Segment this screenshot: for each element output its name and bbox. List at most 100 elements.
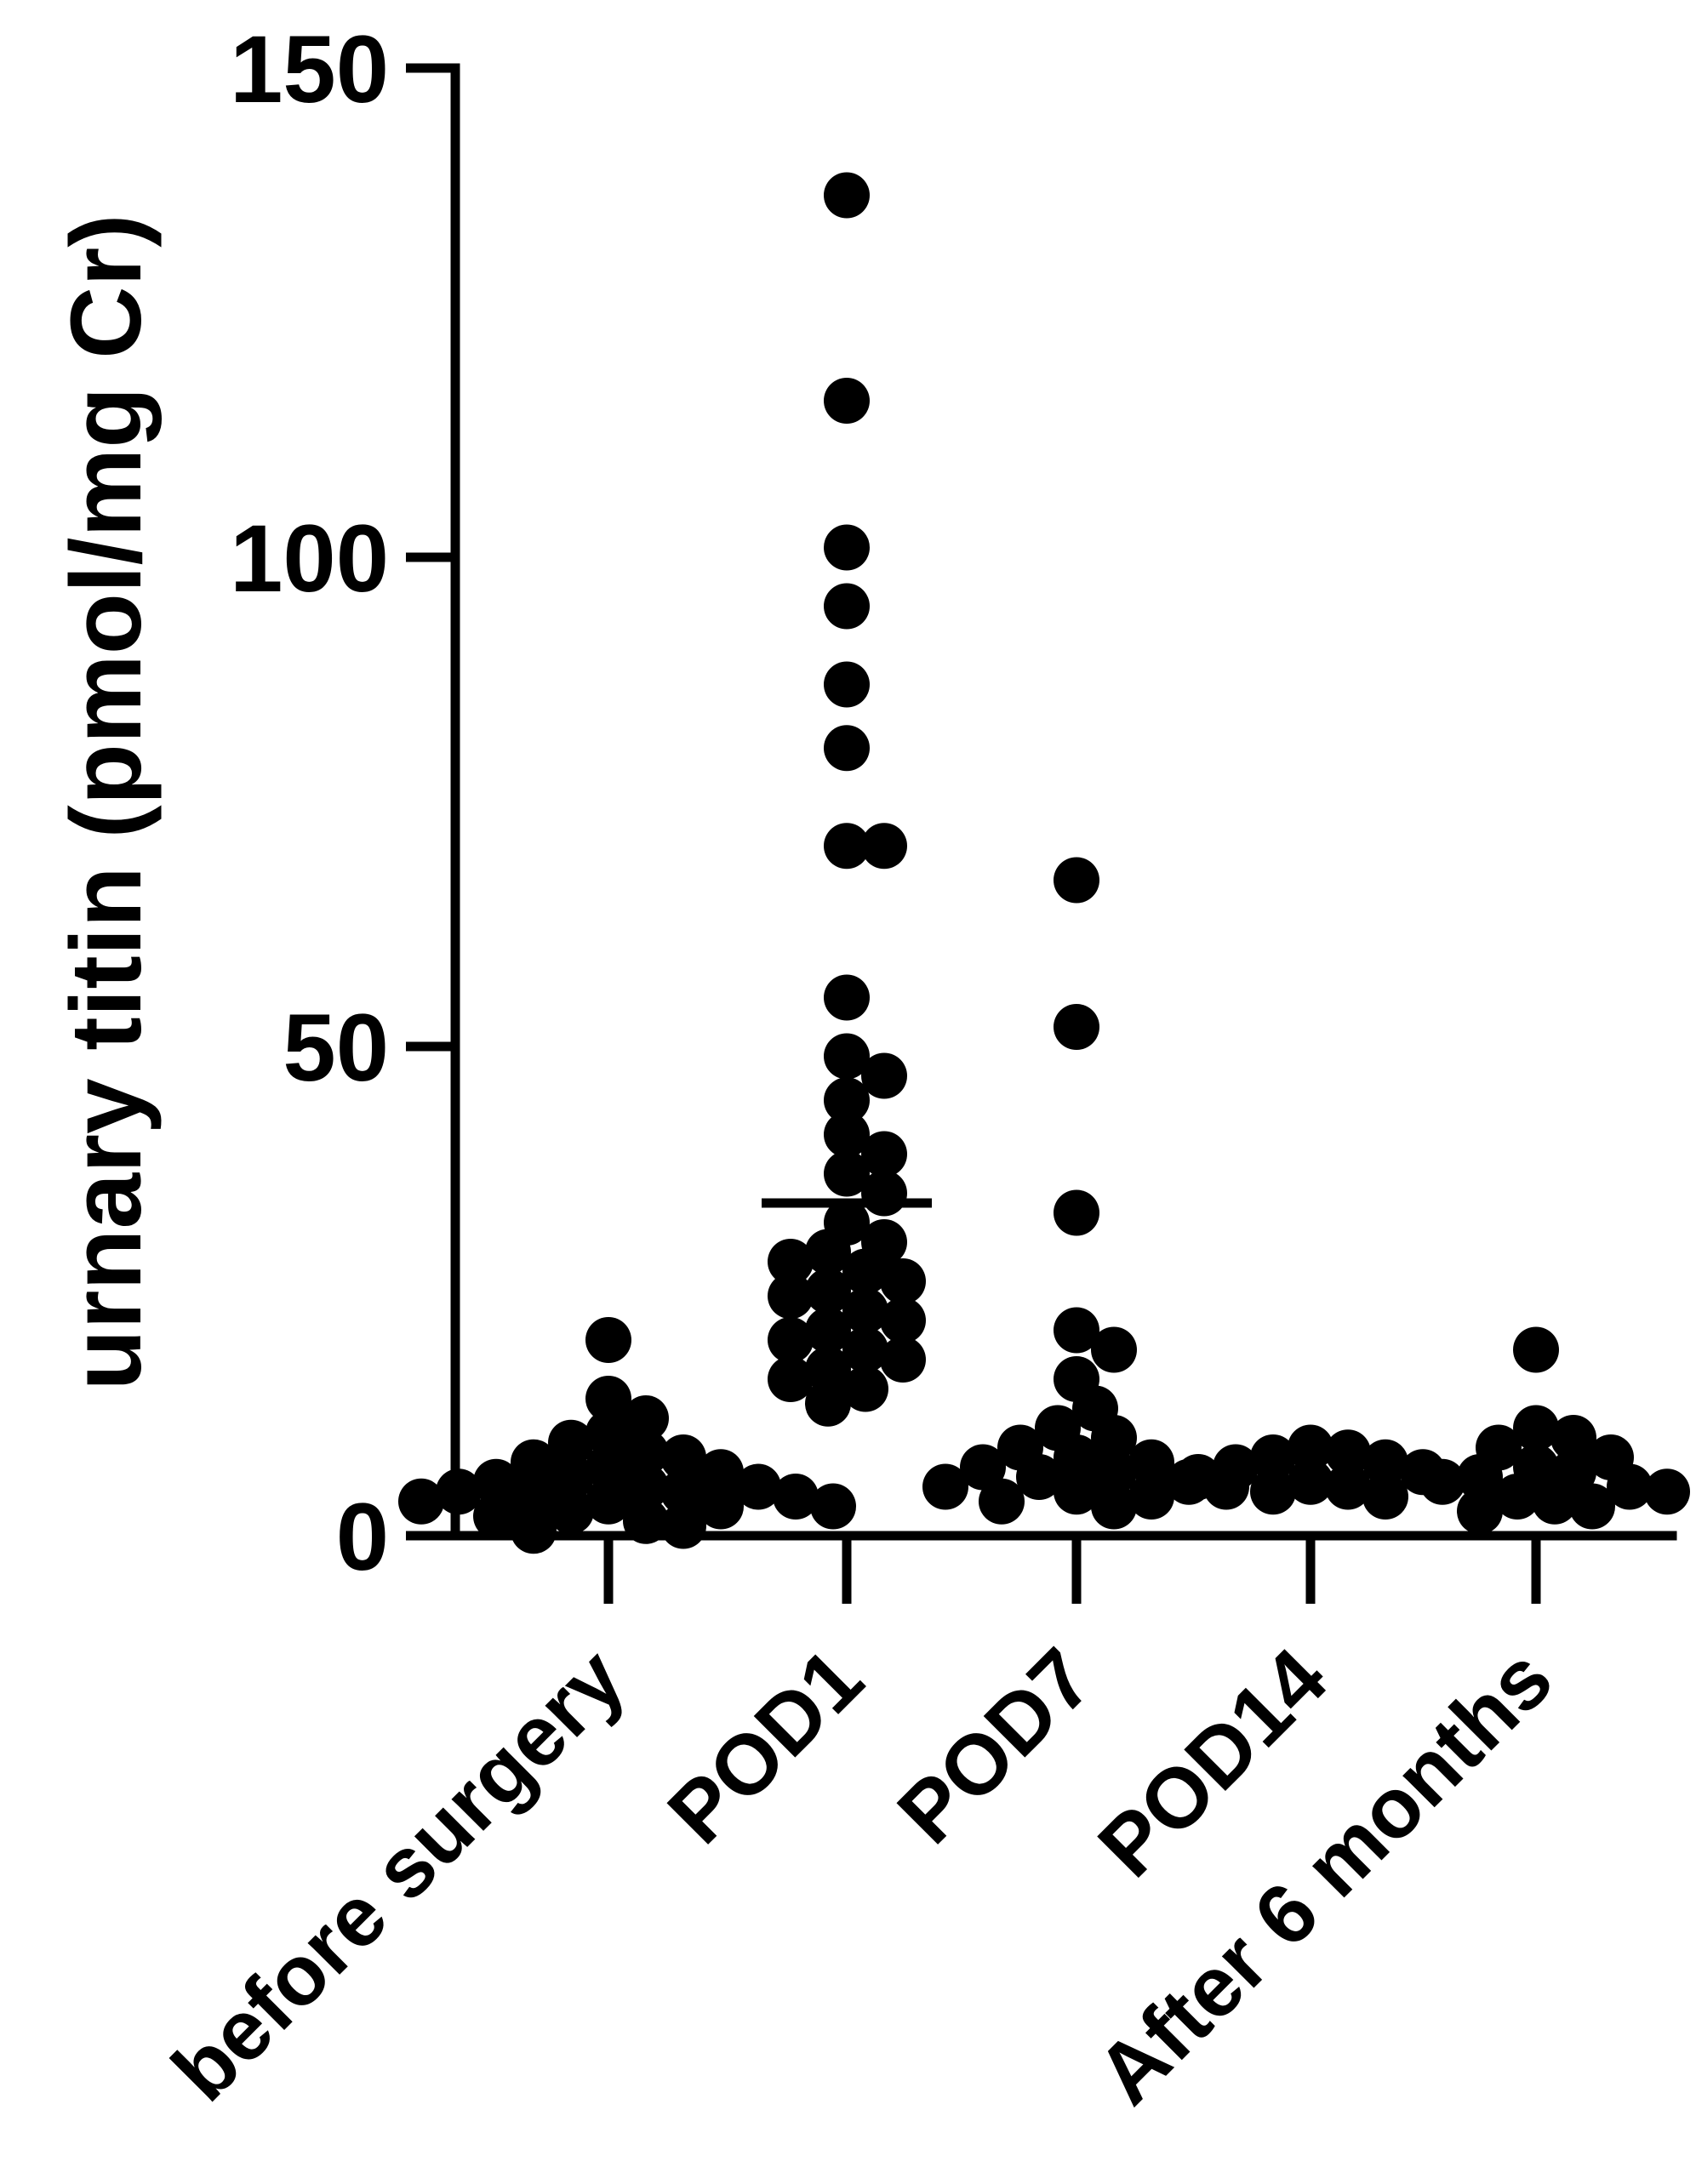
data-point [511,1508,557,1554]
data-point [842,1326,888,1373]
data-point [824,524,870,571]
data-point [861,823,907,870]
data-point [824,823,870,870]
data-point [623,1395,669,1441]
data-point [880,1258,926,1304]
data-point [1054,1468,1099,1515]
y-tick-label: 100 [230,505,389,612]
data-point [1128,1439,1174,1485]
data-point [1607,1463,1653,1510]
data-point [824,725,870,772]
data-point [861,1131,907,1178]
data-point [922,1463,968,1510]
data-point [1016,1454,1062,1500]
data-point [1175,1454,1221,1500]
data-point [824,974,870,1021]
data-point [623,1497,669,1544]
data-point [824,1033,870,1080]
data-point [768,1356,814,1402]
data-point [805,1268,851,1314]
data-point [824,172,870,219]
data-point [1250,1434,1296,1480]
data-point [768,1273,814,1320]
data-point [473,1493,519,1539]
data-point [979,1478,1025,1525]
data-point [1457,1488,1503,1535]
data-point [1362,1439,1408,1485]
data-point [805,1307,851,1354]
data-point [768,1317,814,1363]
data-point [511,1474,557,1520]
data-point [623,1429,669,1476]
y-tick-label: 150 [230,16,389,123]
data-point [1457,1454,1503,1500]
data-point [842,1248,888,1295]
data-point [660,1468,706,1515]
data-point [1054,1434,1099,1480]
x-category-label: before surgery [154,1630,643,2119]
data-point [1644,1468,1690,1515]
data-point [1054,1004,1099,1050]
data-point [842,1287,888,1334]
y-tick-label: 50 [283,995,389,1101]
data-point [805,1229,851,1275]
data-point [1325,1463,1371,1510]
data-point [398,1478,444,1525]
data-point [773,1474,819,1520]
data-point [1250,1468,1296,1515]
data-point [585,1478,631,1525]
data-point [880,1297,926,1343]
data-point [805,1346,851,1393]
data-point [824,1150,870,1197]
data-point [880,1337,926,1383]
data-point [810,1483,856,1530]
data-point [842,1366,888,1412]
data-point [960,1444,1006,1491]
data-point [585,1410,631,1457]
data-point [548,1488,594,1535]
data-point [861,1170,907,1217]
data-point [585,1376,631,1422]
data-point [1091,1449,1137,1496]
data-point [1054,1307,1099,1354]
data-point [585,1444,631,1491]
data-point [1325,1429,1371,1476]
data-point [824,1077,870,1124]
data-point [473,1458,519,1505]
data-point [548,1419,594,1466]
data-point [768,1239,814,1285]
data-point [1054,1189,1099,1236]
y-tick-label: 0 [336,1484,389,1590]
data-point [1532,1478,1578,1525]
data-point [1091,1483,1137,1530]
data-point [1550,1415,1596,1461]
data-point [548,1454,594,1500]
data-point [585,1317,631,1363]
data-point [861,1052,907,1099]
data-point [1513,1405,1559,1451]
data-point [1288,1424,1333,1471]
data-point [1288,1458,1333,1505]
data-point [805,1380,851,1427]
data-point [824,583,870,630]
y-axis-title: urnary titin (pmol/mg Cr) [50,214,163,1390]
data-point [698,1449,744,1496]
data-point [1362,1474,1408,1520]
data-point [1513,1326,1559,1373]
data-point [824,1111,870,1158]
data-point [1213,1444,1259,1491]
data-point [1091,1415,1137,1461]
data-point [1128,1474,1174,1520]
data-point [623,1463,669,1510]
data-point [660,1434,706,1480]
data-point [1054,857,1099,904]
data-point [824,661,870,708]
x-category-label: POD1 [650,1630,882,1862]
data-point [660,1503,706,1549]
data-point [735,1463,781,1510]
data-point [1091,1326,1137,1373]
data-point [1419,1458,1465,1505]
data-point [511,1439,557,1485]
data-point [824,378,870,424]
